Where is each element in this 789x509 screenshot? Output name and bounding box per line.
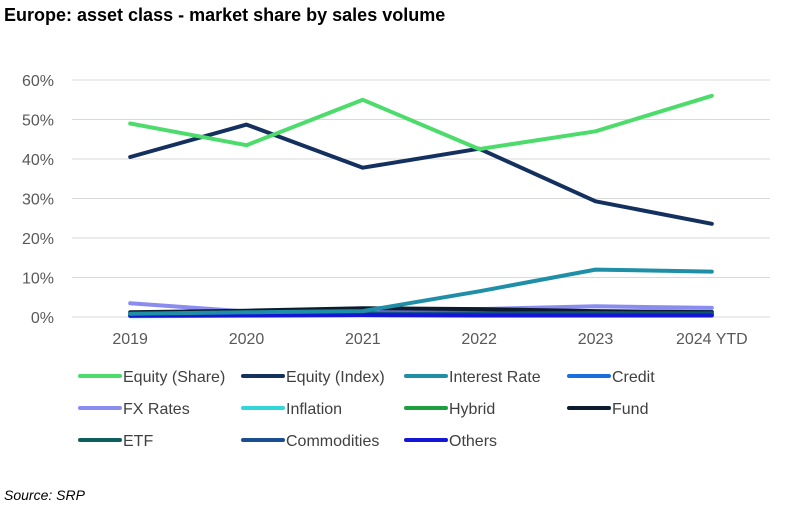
x-tick-label: 2024 YTD [676,331,748,348]
gridlines [72,79,770,318]
chart-title: Europe: asset class - market share by sa… [4,5,446,25]
series-line-others [128,313,714,318]
x-tick-label: 2020 [229,331,265,348]
y-tick-label: 30% [22,192,54,209]
legend-label-equity-index: Equity (Index) [286,369,385,386]
legend-label-credit: Credit [612,369,655,386]
y-axis-ticks: 0% 10% 20% 30% 40% 50% 60% [22,73,54,327]
y-tick-label: 20% [22,231,54,248]
x-tick-label: 2023 [578,331,614,348]
legend-label-interest-rate: Interest Rate [449,369,541,386]
legend: Equity (Share) Equity (Index) Interest Rat… [78,369,655,450]
legend-label-inflation: Inflation [286,401,342,418]
legend-label-etf: ETF [123,433,153,450]
line-chart: 0% 10% 20% 30% 40% 50% 60% 2019 2020 2021 2022 202… [22,73,770,450]
legend-label-hybrid: Hybrid [449,401,495,418]
x-tick-label: 2022 [461,331,497,348]
series-lines [128,93,714,319]
x-tick-label: 2021 [345,331,381,348]
legend-label-commodities: Commodities [286,433,379,450]
series-line-equity-index [128,122,714,226]
x-tick-label: 2019 [112,331,148,348]
x-axis-ticks: 2019 2020 2021 2022 2023 2024 YTD [112,331,747,348]
source-note: Source: SRP [4,487,85,503]
series-line-interest-rate [128,267,714,316]
y-tick-label: 40% [22,152,54,169]
y-tick-label: 60% [22,73,54,90]
legend-label-equity-share: Equity (Share) [123,369,225,386]
series-line-equity-share [128,93,714,152]
y-tick-label: 50% [22,113,54,130]
legend-label-fund: Fund [612,401,648,418]
legend-label-fx-rates: FX Rates [123,401,190,418]
y-tick-label: 10% [22,271,54,288]
y-tick-label: 0% [31,310,54,327]
legend-label-others: Others [449,433,497,450]
